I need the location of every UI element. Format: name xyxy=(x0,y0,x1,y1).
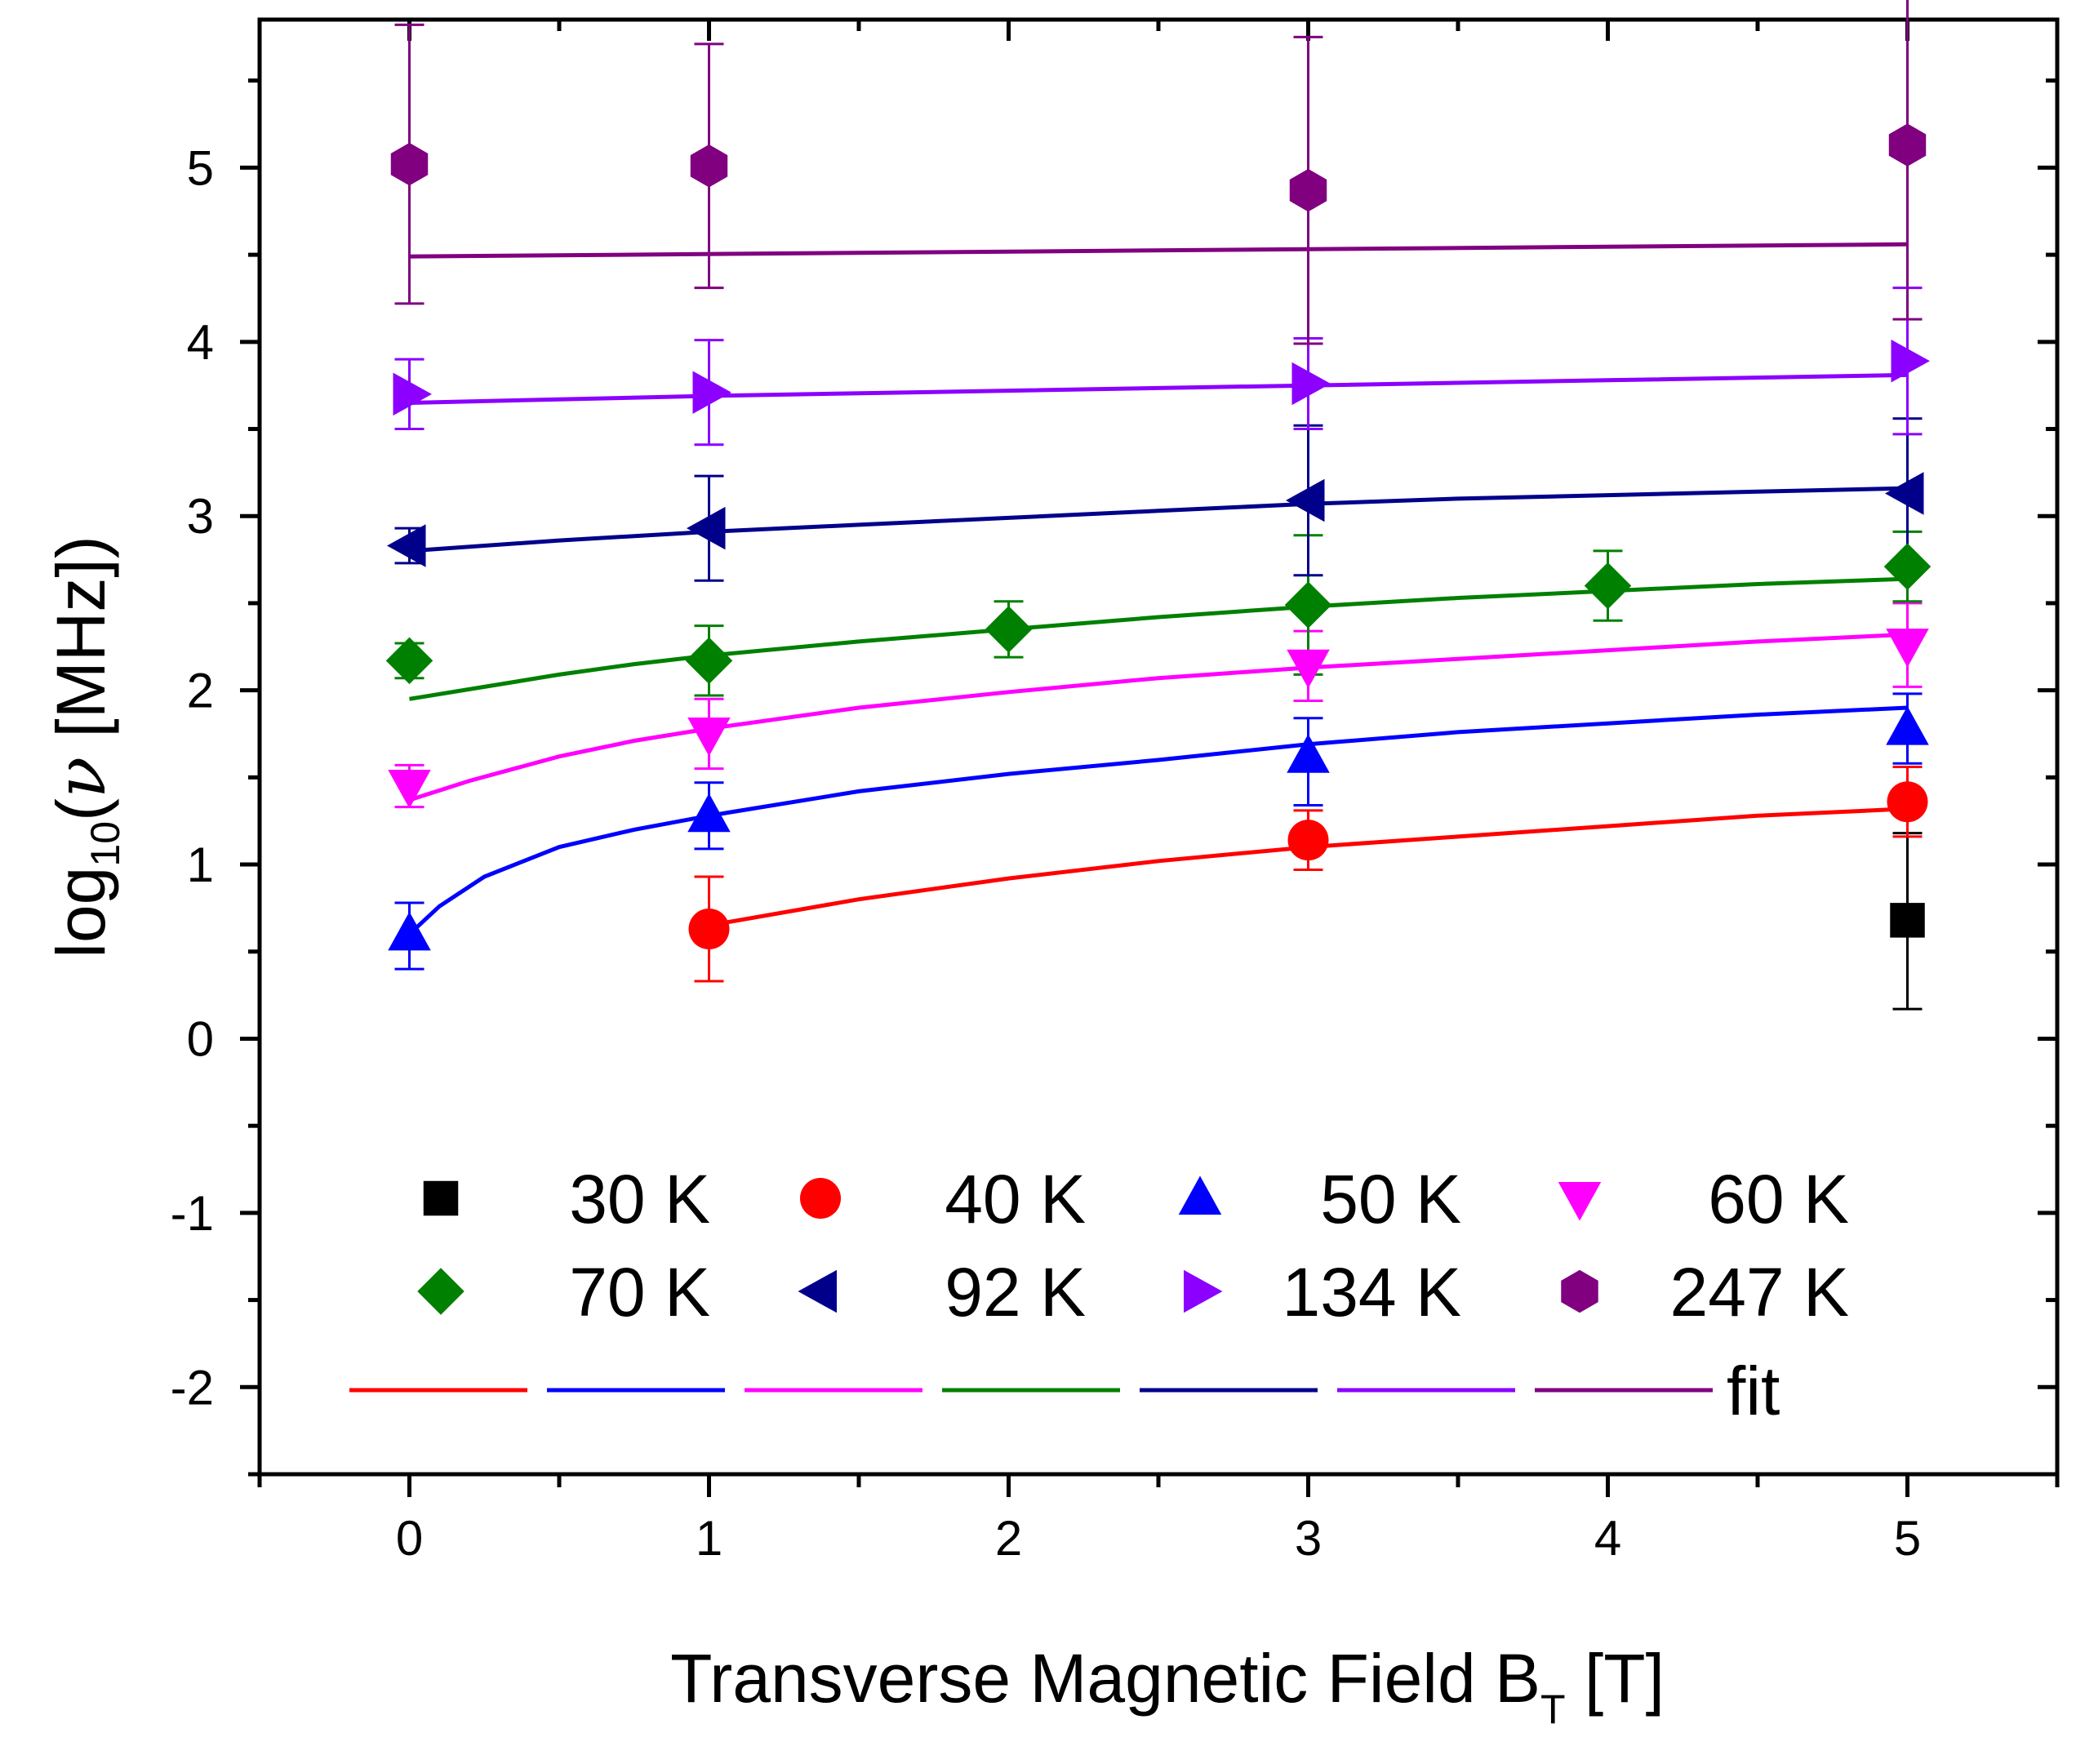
point-40k xyxy=(1887,781,1928,823)
point-50k xyxy=(1287,734,1330,773)
markers xyxy=(385,123,1932,951)
y-tick-label: 3 xyxy=(187,489,214,544)
point-70k xyxy=(1584,562,1632,610)
fit-line-70k xyxy=(409,576,1908,701)
legend-marker-134k xyxy=(1184,1269,1223,1313)
point-92k xyxy=(1885,472,1924,515)
legend-marker-92k xyxy=(798,1269,837,1313)
y-tick-label: -2 xyxy=(171,1360,214,1415)
fit-line-60k xyxy=(408,632,1908,802)
legend-marker-60k xyxy=(1558,1182,1602,1221)
point-40k xyxy=(688,909,730,950)
legend-label-70k: 70 K xyxy=(569,1254,710,1331)
point-92k xyxy=(687,506,726,550)
point-92k xyxy=(1286,478,1325,522)
point-70k xyxy=(1883,543,1932,590)
point-70k xyxy=(1284,581,1332,629)
fit-line-134k xyxy=(409,372,1908,405)
legend-label-134k: 134 K xyxy=(1282,1254,1461,1331)
x-tick-label: 4 xyxy=(1594,1511,1621,1566)
x-tick-label: 2 xyxy=(995,1511,1022,1566)
y-tick-label: 4 xyxy=(187,315,214,370)
legend-marker-70k xyxy=(417,1268,465,1315)
error-bars xyxy=(394,0,1923,1011)
x-tick-label: 3 xyxy=(1295,1511,1322,1566)
y-axis-title: log10(ν [MHz]) xyxy=(41,535,128,958)
fit-lines xyxy=(407,242,1908,936)
point-134k xyxy=(692,371,731,414)
point-40k xyxy=(1287,820,1329,861)
y-tick-label: 0 xyxy=(187,1011,214,1066)
point-247k xyxy=(390,142,429,186)
point-247k xyxy=(1289,168,1327,212)
point-134k xyxy=(1891,340,1930,383)
y-tick-label: 1 xyxy=(187,838,214,892)
fit-line-247k xyxy=(409,242,1908,259)
fit-line-50k xyxy=(407,705,1908,936)
point-134k xyxy=(1291,362,1331,406)
legend-label-92k: 92 K xyxy=(945,1254,1086,1331)
point-60k xyxy=(687,717,731,757)
point-50k xyxy=(1886,706,1929,745)
point-70k xyxy=(985,606,1033,653)
y-tick-label: 5 xyxy=(187,140,214,195)
fit-line-92k xyxy=(409,486,1908,553)
legend-marker-247k xyxy=(1561,1269,1598,1313)
legend-marker-30k xyxy=(423,1180,459,1216)
point-30k xyxy=(1890,903,1925,938)
point-50k xyxy=(687,793,731,833)
point-70k xyxy=(685,637,733,685)
point-50k xyxy=(388,911,431,951)
legend-label-40k: 40 K xyxy=(945,1161,1086,1237)
point-92k xyxy=(387,524,426,567)
point-60k xyxy=(388,770,431,809)
y-tick-label: -1 xyxy=(171,1186,214,1241)
x-tick-label: 5 xyxy=(1894,1511,1921,1566)
x-axis-title: Transverse Magnetic Field BT [T] xyxy=(670,1640,1665,1732)
tick-labels: 0 1 2 3 4 5 -2 -1 0 1 2 3 4 5 xyxy=(171,140,1922,1566)
point-60k xyxy=(1287,649,1330,689)
legend: 30 K 40 K 50 K 60 K 70 K 92 K 134 K 247 K fit xyxy=(349,1161,1849,1429)
y-tick-label: 2 xyxy=(187,664,214,718)
point-70k xyxy=(385,637,433,685)
point-60k xyxy=(1886,629,1929,668)
legend-label-247k: 247 K xyxy=(1669,1254,1849,1331)
point-247k xyxy=(1888,123,1927,167)
point-247k xyxy=(690,144,728,188)
legend-label-60k: 60 K xyxy=(1708,1161,1849,1237)
point-134k xyxy=(393,372,432,416)
legend-fit-label: fit xyxy=(1727,1353,1780,1429)
x-tick-label: 0 xyxy=(396,1511,423,1566)
legend-marker-40k xyxy=(800,1178,841,1219)
legend-label-30k: 30 K xyxy=(569,1161,710,1237)
legend-label-50k: 50 K xyxy=(1320,1161,1461,1237)
legend-marker-50k xyxy=(1178,1175,1222,1215)
x-tick-label: 1 xyxy=(696,1511,722,1566)
